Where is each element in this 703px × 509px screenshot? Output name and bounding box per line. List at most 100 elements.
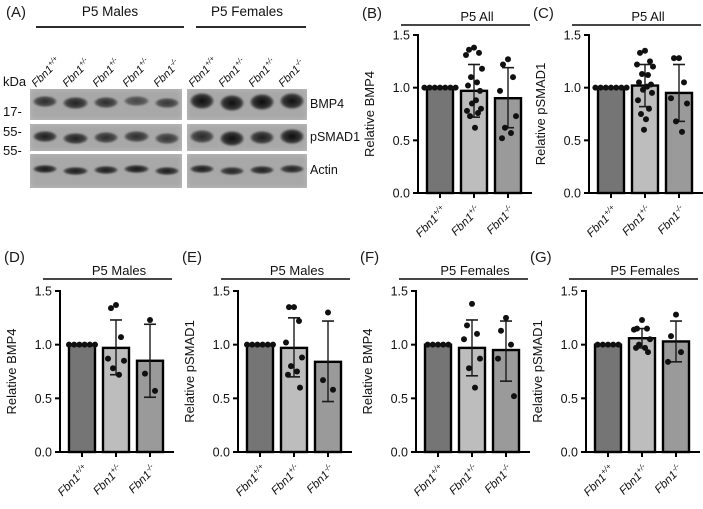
blot-group-title-females: P5 Females <box>210 4 284 19</box>
scatter-dot <box>644 325 650 332</box>
y-tick-label: 1.5 <box>35 285 52 299</box>
scatter-dot <box>325 309 331 316</box>
chart-title: P5 All <box>460 9 493 24</box>
scatter-dot <box>294 368 300 375</box>
scatter-dot <box>464 107 470 114</box>
scatter-dot <box>121 357 127 364</box>
scatter-dot <box>473 97 479 104</box>
blot-row-label: pSMAD1 <box>310 129 361 144</box>
scatter-dot <box>288 363 294 370</box>
scatter-dot <box>679 128 685 135</box>
scatter-dot <box>641 126 647 133</box>
chart-panel-g: (G) P5 Females 0.0 0.5 1.0 1.5 Relative pSMAD1… <box>528 240 703 508</box>
scatter-dot <box>640 86 646 93</box>
scatter-dot <box>296 318 302 325</box>
scatter-dot <box>508 129 514 136</box>
x-tick-label: Fbn1-/- <box>654 203 688 237</box>
scatter-dot <box>244 341 250 348</box>
scatter-dot <box>286 304 292 311</box>
bar-rect <box>425 86 455 195</box>
y-tick-label: 1.0 <box>213 338 230 352</box>
blot-band <box>33 165 58 174</box>
scatter-dot <box>452 84 459 91</box>
scatter-dot <box>642 47 648 54</box>
scatter-dot <box>636 79 642 86</box>
scatter-dot <box>475 109 481 116</box>
scatter-dot <box>429 341 436 348</box>
blot-band <box>93 166 119 175</box>
scatter-dot <box>673 118 679 125</box>
x-tick-label: Fbn1+/+ <box>232 462 269 499</box>
scatter-dot <box>479 65 485 72</box>
blot-band <box>190 92 214 110</box>
scatter-dot <box>264 341 271 348</box>
bar-rect <box>596 86 626 195</box>
y-tick-label: 0.0 <box>561 446 578 460</box>
x-tick-label: Fbn1+/- <box>268 462 304 498</box>
y-tick-label: 1.5 <box>561 285 578 299</box>
lane-label: Fbn1+/+ <box>186 53 217 90</box>
scatter-dot <box>649 89 655 96</box>
panel-a-label: (A) <box>6 4 26 21</box>
scatter-dot <box>643 116 649 123</box>
scatter-dot <box>421 84 428 91</box>
scatter-dot <box>513 113 519 120</box>
x-tick-label: Fbn1+/+ <box>412 203 449 238</box>
molecular-weight-marker: 17- <box>3 104 22 119</box>
x-tick-label: Fbn1+/- <box>448 203 484 238</box>
chart-panel-b: (B) P5 All 0.0 0.5 1.0 1.5 Relative BMP4 Fbn1+/… <box>360 2 532 240</box>
y-tick-label: 0.0 <box>564 187 581 201</box>
scatter-dot <box>466 365 472 372</box>
scatter-dot <box>110 365 116 372</box>
scatter-dot <box>602 84 609 91</box>
bar-rect <box>627 337 657 454</box>
lane-label: Fbn1+/+ <box>29 53 60 90</box>
scatter-dot <box>668 333 674 340</box>
y-tick-label: 0.5 <box>391 392 408 406</box>
y-tick-label: 0.0 <box>391 446 408 460</box>
scatter-dot <box>297 384 303 391</box>
scatter-dot <box>499 135 505 142</box>
scatter-dot <box>442 84 449 91</box>
scatter-dot <box>445 341 452 348</box>
x-tick-label: Fbn1+/- <box>619 203 655 238</box>
blot-band <box>250 93 274 111</box>
chart-panel-letter: (D) <box>4 249 25 266</box>
x-tick-label: Fbn1+/+ <box>410 462 447 499</box>
y-tick-label: 1.0 <box>35 338 52 352</box>
y-tick-label: 1.5 <box>213 285 230 299</box>
chart-title: P5 Females <box>610 263 680 278</box>
chart-title: P5 Males <box>92 263 147 278</box>
scatter-dot <box>469 100 475 107</box>
scatter-dot <box>76 341 83 348</box>
scatter-dot <box>270 341 276 348</box>
scatter-dot <box>435 341 441 348</box>
scatter-dot <box>500 61 506 68</box>
scatter-dot <box>66 341 72 348</box>
y-tick-label: 1.5 <box>391 285 408 299</box>
y-tick-label: 1.0 <box>391 338 408 352</box>
blot-band <box>250 166 274 175</box>
y-tick-label: 0.0 <box>35 446 52 460</box>
scatter-dot <box>645 72 651 79</box>
scatter-dot <box>320 377 326 384</box>
scatter-dot <box>464 322 470 329</box>
blot-band <box>124 165 149 174</box>
bar-rect <box>423 343 453 454</box>
y-axis-title: Relative BMP4 <box>362 71 377 157</box>
molecular-weight-marker: 55- <box>3 143 22 158</box>
kda-unit-label: kDa <box>3 74 27 89</box>
y-tick-label: 1.0 <box>393 81 410 95</box>
scatter-dot <box>638 111 644 117</box>
scatter-dot <box>440 341 447 348</box>
bar-rect <box>245 343 275 454</box>
scatter-dot <box>510 74 516 81</box>
scatter-dot <box>426 84 433 91</box>
y-tick-label: 0.5 <box>35 392 52 406</box>
blot-row-label: Actin <box>310 163 338 177</box>
scatter-dot <box>615 341 622 348</box>
scatter-dot <box>299 354 305 361</box>
lane-label: Fbn1+/- <box>246 55 276 90</box>
chart-svg: (E) P5 Males 0.0 0.5 1.0 1.5 Relative pSMAD1 Fb… <box>182 249 352 499</box>
